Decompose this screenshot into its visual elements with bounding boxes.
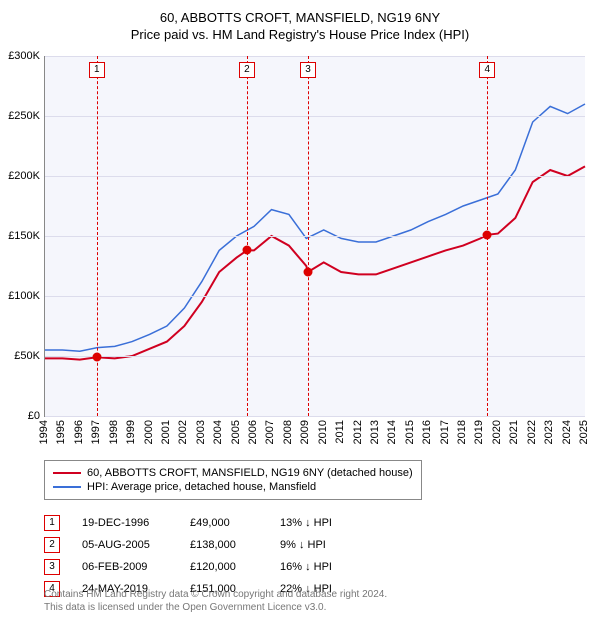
sale-row: 1 19-DEC-1996 £49,000 13% ↓ HPI [44, 512, 360, 534]
y-axis-label: £50K [14, 350, 40, 362]
marker-line [308, 56, 309, 416]
sale-price: £120,000 [190, 561, 258, 573]
x-axis-label: 2002 [177, 420, 189, 444]
gridline [45, 56, 585, 57]
x-axis-label: 2004 [212, 420, 224, 444]
chart-container: 60, ABBOTTS CROFT, MANSFIELD, NG19 6NY P… [0, 0, 600, 620]
x-axis-label: 2007 [264, 420, 276, 444]
x-axis-label: 2012 [352, 420, 364, 444]
footer: Contains HM Land Registry data © Crown c… [44, 588, 387, 614]
sale-marker-box: 2 [44, 537, 60, 553]
sale-diff: 16% ↓ HPI [280, 561, 360, 573]
marker-box: 1 [89, 62, 105, 78]
x-axis-label: 2015 [404, 420, 416, 444]
x-axis-label: 2014 [386, 420, 398, 444]
gridline [45, 416, 585, 417]
y-axis-label: £150K [8, 230, 40, 242]
y-axis-label: £200K [8, 170, 40, 182]
x-axis-label: 2010 [317, 420, 329, 444]
footer-line-1: Contains HM Land Registry data © Crown c… [44, 588, 387, 601]
gridline [45, 356, 585, 357]
x-axis-label: 2003 [195, 420, 207, 444]
marker-box: 4 [479, 62, 495, 78]
x-axis-label: 2001 [160, 420, 172, 444]
x-axis-label: 2016 [421, 420, 433, 444]
legend-item: 60, ABBOTTS CROFT, MANSFIELD, NG19 6NY (… [53, 466, 413, 480]
sale-marker-box: 1 [44, 515, 60, 531]
y-axis-label: £100K [8, 290, 40, 302]
x-axis-label: 2023 [543, 420, 555, 444]
x-axis-label: 1997 [90, 420, 102, 444]
x-axis-label: 1998 [108, 420, 120, 444]
sale-row: 2 05-AUG-2005 £138,000 9% ↓ HPI [44, 534, 360, 556]
x-axis-label: 2013 [369, 420, 381, 444]
marker-dot [242, 246, 251, 255]
legend-label: HPI: Average price, detached house, Mans… [87, 481, 316, 493]
marker-dot [304, 268, 313, 277]
x-axis-label: 2008 [282, 420, 294, 444]
footer-line-2: This data is licensed under the Open Gov… [44, 601, 387, 614]
x-axis-label: 1995 [55, 420, 67, 444]
x-axis-label: 2022 [526, 420, 538, 444]
legend-swatch [53, 472, 81, 474]
x-axis-label: 2018 [456, 420, 468, 444]
legend-swatch [53, 486, 81, 488]
chart-plot-area: 1 2 3 4 [44, 56, 585, 417]
x-axis-label: 2005 [230, 420, 242, 444]
x-axis-label: 1999 [125, 420, 137, 444]
x-axis-label: 2009 [299, 420, 311, 444]
sale-diff: 13% ↓ HPI [280, 517, 360, 529]
marker-line [97, 56, 98, 416]
sale-date: 19-DEC-1996 [82, 517, 168, 529]
x-axis-label: 2024 [561, 420, 573, 444]
legend-item: HPI: Average price, detached house, Mans… [53, 480, 413, 494]
x-axis-label: 2025 [578, 420, 590, 444]
y-axis-label: £300K [8, 50, 40, 62]
y-axis-label: £250K [8, 110, 40, 122]
x-axis-label: 2000 [143, 420, 155, 444]
gridline [45, 296, 585, 297]
x-axis-label: 2019 [473, 420, 485, 444]
marker-dot [92, 353, 101, 362]
x-axis-label: 2011 [334, 420, 346, 444]
legend: 60, ABBOTTS CROFT, MANSFIELD, NG19 6NY (… [44, 460, 422, 500]
marker-line [247, 56, 248, 416]
x-axis-label: 2017 [439, 420, 451, 444]
sale-date: 05-AUG-2005 [82, 539, 168, 551]
gridline [45, 236, 585, 237]
marker-dot [483, 230, 492, 239]
x-axis-label: 2020 [491, 420, 503, 444]
sale-price: £49,000 [190, 517, 258, 529]
x-axis-label: 2021 [508, 420, 520, 444]
legend-label: 60, ABBOTTS CROFT, MANSFIELD, NG19 6NY (… [87, 467, 413, 479]
x-axis-label: 2006 [247, 420, 259, 444]
sale-date: 06-FEB-2009 [82, 561, 168, 573]
sale-price: £138,000 [190, 539, 258, 551]
x-axis-label: 1996 [73, 420, 85, 444]
x-axis-label: 1994 [38, 420, 50, 444]
marker-box: 2 [239, 62, 255, 78]
sale-marker-box: 3 [44, 559, 60, 575]
page-subtitle: Price paid vs. HM Land Registry's House … [0, 25, 600, 48]
sales-table: 1 19-DEC-1996 £49,000 13% ↓ HPI 2 05-AUG-2005… [44, 512, 360, 600]
series-line [45, 166, 585, 359]
gridline [45, 116, 585, 117]
gridline [45, 176, 585, 177]
page-title: 60, ABBOTTS CROFT, MANSFIELD, NG19 6NY [0, 0, 600, 25]
sale-diff: 9% ↓ HPI [280, 539, 360, 551]
sale-row: 3 06-FEB-2009 £120,000 16% ↓ HPI [44, 556, 360, 578]
marker-box: 3 [300, 62, 316, 78]
